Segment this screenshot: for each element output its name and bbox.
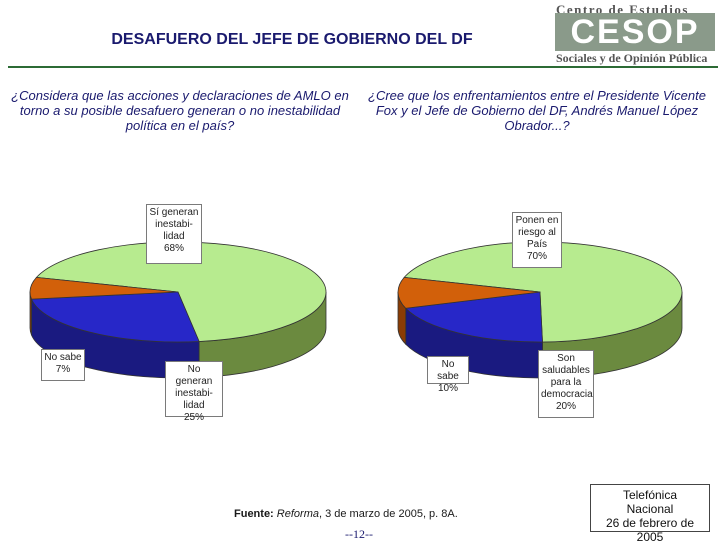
pie1-slice-1 [30,291,200,343]
survey-method-box: Telefónica Nacional 26 de febrero de 200… [590,484,710,544]
pie1-label-no-value: 25% [183,412,204,423]
pie1-slice-2 [29,276,179,300]
question-2: ¿Cree que los enfrentamientos entre el P… [368,88,706,133]
cesop-logo: Centro de Estudios CESOP Sociales y de O… [553,0,720,66]
pie1-label-no-text: No generan inestabi-lidad [175,364,213,411]
pie1-label-nosabe-text: No sabe [44,352,82,363]
pie1-label-nosabe: No sabe 7% [41,349,85,381]
source-rest: , 3 de marzo de 2005, p. 8A. [318,508,458,520]
pie1-label-no: No generan inestabi-lidad 25% [165,361,223,423]
source-note: Fuente: Reforma, 3 de marzo de 2005, p. … [234,508,458,520]
pie2-slice-0 [403,241,683,343]
pie1-label-si-value: 68% [163,243,184,254]
pie2-label-ponen-value: 70% [526,251,547,262]
pie2-label-son: Son saludables para la democracia 20% [538,350,594,418]
question-1: ¿Considera que las acciones y declaracio… [11,88,349,133]
pie2-label-ponen: Ponen en riesgo al País 70% [512,212,562,268]
page-title: DESAFUERO DEL JEFE DE GOBIERNO DEL DF [111,31,473,48]
pie1-label-nosabe-value: 7% [55,364,71,375]
pie2-label-nosabe: No sabe 10% [427,356,469,394]
logo-bottom-text: Sociales y de Opinión Pública [556,51,708,65]
pie2-label-nosabe-value: 10% [437,383,458,394]
method-line-1: Telefónica [622,488,678,502]
pie1-label-si-text: Sí generan inestabi-lidad [149,207,199,242]
logo-mark: CESOP [555,13,715,51]
pie2-label-son-text: Son saludables para la democracia [541,353,593,400]
pie2-label-nosabe-text: No sabe [437,359,459,382]
source-prefix: Fuente: [234,508,274,520]
pie1-label-si: Sí generan inestabi-lidad 68% [146,204,202,264]
pie2-label-ponen-text: Ponen en riesgo al País [515,215,559,250]
pie2-label-son-value: 20% [555,401,576,412]
pie2-slice-2 [397,276,541,309]
title-divider [8,66,718,68]
pie1-slice-0 [35,241,327,342]
source-publication: Reforma [276,508,319,520]
page-number: --12-- [345,527,373,541]
method-line-2: Nacional [626,502,674,516]
